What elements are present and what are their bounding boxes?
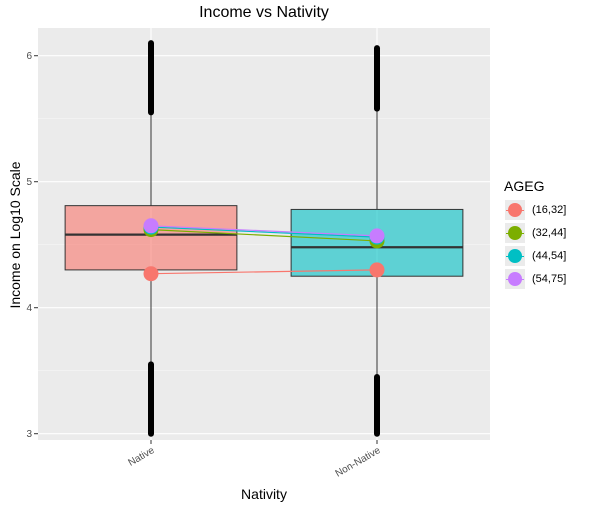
y-axis-label: Income on Log10 Scale	[7, 161, 23, 309]
series-point	[143, 266, 159, 282]
legend-key	[504, 221, 526, 244]
legend: AGEG (16,32] (32,44] (44,54] (54,75]	[504, 178, 566, 290]
box-native	[64, 205, 238, 271]
y-tick-label: 5	[26, 177, 32, 188]
legend-key	[504, 267, 526, 290]
legend-key-point	[508, 202, 522, 217]
series-line	[150, 226, 378, 238]
legend-item: (16,32]	[504, 198, 566, 221]
legend-label: (16,32]	[532, 203, 567, 216]
y-tick-label: 3	[26, 429, 32, 440]
series-line	[150, 225, 378, 237]
series-line	[150, 269, 378, 275]
legend-title: AGEG	[504, 178, 545, 194]
legend-item: (44,54]	[504, 244, 566, 267]
legend-key-point	[508, 248, 522, 263]
legend-item: (54,75]	[504, 267, 566, 290]
series-point	[143, 218, 159, 234]
legend-key-point	[508, 271, 522, 286]
legend-label: (44,54]	[532, 249, 567, 262]
series-point	[369, 228, 385, 244]
legend-key-point	[508, 225, 522, 240]
x-tick-label: Native	[126, 445, 156, 469]
legend-label: (54,75]	[532, 272, 567, 285]
series-line	[150, 228, 378, 242]
legend-key	[504, 198, 526, 221]
legend-label: (32,44]	[532, 226, 567, 239]
legend-key	[504, 244, 526, 267]
chart-title: Income vs Nativity	[199, 4, 329, 21]
legend-items: (16,32] (32,44] (44,54] (54,75]	[504, 198, 566, 290]
x-tick-label: Non-Native	[334, 445, 383, 480]
x-axis-label: Nativity	[241, 486, 287, 502]
y-tick-label: 4	[26, 303, 32, 314]
y-tick-label: 6	[26, 51, 32, 62]
series-point	[369, 262, 385, 278]
legend-item: (32,44]	[504, 221, 566, 244]
